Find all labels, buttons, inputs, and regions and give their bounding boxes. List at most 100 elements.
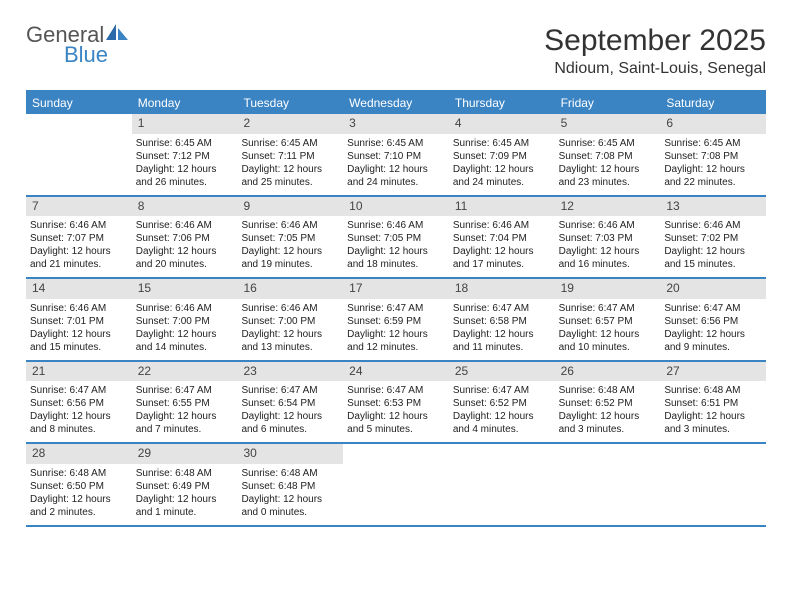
day-body: Sunrise: 6:46 AMSunset: 7:02 PMDaylight:… [660, 216, 766, 277]
day-daylight2: and 6 minutes. [241, 423, 339, 436]
day-daylight1: Daylight: 12 hours [241, 410, 339, 423]
day-cell: 16Sunrise: 6:46 AMSunset: 7:00 PMDayligh… [237, 279, 343, 360]
day-sunrise: Sunrise: 6:48 AM [559, 384, 657, 397]
calendar-page: General Blue September 2025 Ndioum, Sain… [0, 0, 792, 551]
day-cell: 3Sunrise: 6:45 AMSunset: 7:10 PMDaylight… [343, 114, 449, 195]
day-daylight2: and 2 minutes. [30, 506, 128, 519]
day-body: Sunrise: 6:47 AMSunset: 6:54 PMDaylight:… [237, 381, 343, 442]
day-sunset: Sunset: 7:05 PM [347, 232, 445, 245]
day-sunset: Sunset: 7:09 PM [453, 150, 551, 163]
day-cell: 29Sunrise: 6:48 AMSunset: 6:49 PMDayligh… [132, 444, 238, 525]
day-cell: 13Sunrise: 6:46 AMSunset: 7:02 PMDayligh… [660, 197, 766, 278]
day-sunrise: Sunrise: 6:47 AM [453, 384, 551, 397]
day-sunset: Sunset: 7:08 PM [559, 150, 657, 163]
day-daylight2: and 22 minutes. [664, 176, 762, 189]
day-header-row: Sunday Monday Tuesday Wednesday Thursday… [26, 92, 766, 114]
day-sunset: Sunset: 6:59 PM [347, 315, 445, 328]
day-cell: 21Sunrise: 6:47 AMSunset: 6:56 PMDayligh… [26, 362, 132, 443]
day-sunset: Sunset: 7:12 PM [136, 150, 234, 163]
day-cell: 24Sunrise: 6:47 AMSunset: 6:53 PMDayligh… [343, 362, 449, 443]
day-sunrise: Sunrise: 6:48 AM [136, 467, 234, 480]
day-sunset: Sunset: 6:53 PM [347, 397, 445, 410]
day-number: 23 [237, 362, 343, 382]
day-daylight2: and 10 minutes. [559, 341, 657, 354]
day-daylight2: and 7 minutes. [136, 423, 234, 436]
day-sunrise: Sunrise: 6:45 AM [559, 137, 657, 150]
day-daylight1: Daylight: 12 hours [453, 163, 551, 176]
day-daylight1: Daylight: 12 hours [664, 163, 762, 176]
day-cell: 15Sunrise: 6:46 AMSunset: 7:00 PMDayligh… [132, 279, 238, 360]
day-sunrise: Sunrise: 6:46 AM [241, 302, 339, 315]
day-sunset: Sunset: 6:52 PM [559, 397, 657, 410]
logo-sail-icon [106, 24, 128, 42]
day-sunset: Sunset: 7:07 PM [30, 232, 128, 245]
day-body: Sunrise: 6:47 AMSunset: 6:58 PMDaylight:… [449, 299, 555, 360]
day-body: Sunrise: 6:47 AMSunset: 6:59 PMDaylight:… [343, 299, 449, 360]
day-body: Sunrise: 6:47 AMSunset: 6:56 PMDaylight:… [660, 299, 766, 360]
day-sunrise: Sunrise: 6:48 AM [664, 384, 762, 397]
day-daylight2: and 3 minutes. [664, 423, 762, 436]
day-cell: 30Sunrise: 6:48 AMSunset: 6:48 PMDayligh… [237, 444, 343, 525]
day-header-sat: Saturday [660, 92, 766, 114]
day-number: 16 [237, 279, 343, 299]
day-body: Sunrise: 6:46 AMSunset: 7:00 PMDaylight:… [237, 299, 343, 360]
day-number: 7 [26, 197, 132, 217]
day-body: Sunrise: 6:48 AMSunset: 6:48 PMDaylight:… [237, 464, 343, 525]
day-sunrise: Sunrise: 6:45 AM [136, 137, 234, 150]
day-number: 3 [343, 114, 449, 134]
day-number: 12 [555, 197, 661, 217]
day-sunset: Sunset: 6:55 PM [136, 397, 234, 410]
day-sunset: Sunset: 7:06 PM [136, 232, 234, 245]
day-header-tue: Tuesday [237, 92, 343, 114]
day-sunrise: Sunrise: 6:45 AM [664, 137, 762, 150]
day-cell: 10Sunrise: 6:46 AMSunset: 7:05 PMDayligh… [343, 197, 449, 278]
day-sunrise: Sunrise: 6:46 AM [30, 219, 128, 232]
day-header-wed: Wednesday [343, 92, 449, 114]
day-sunrise: Sunrise: 6:47 AM [347, 384, 445, 397]
day-cell: 18Sunrise: 6:47 AMSunset: 6:58 PMDayligh… [449, 279, 555, 360]
day-cell: 7Sunrise: 6:46 AMSunset: 7:07 PMDaylight… [26, 197, 132, 278]
day-sunrise: Sunrise: 6:47 AM [347, 302, 445, 315]
day-sunset: Sunset: 7:01 PM [30, 315, 128, 328]
day-cell: 28Sunrise: 6:48 AMSunset: 6:50 PMDayligh… [26, 444, 132, 525]
day-daylight1: Daylight: 12 hours [241, 163, 339, 176]
day-cell: 9Sunrise: 6:46 AMSunset: 7:05 PMDaylight… [237, 197, 343, 278]
month-title: September 2025 [544, 24, 766, 58]
day-number: 6 [660, 114, 766, 134]
day-number: 28 [26, 444, 132, 464]
day-number: 20 [660, 279, 766, 299]
day-daylight2: and 5 minutes. [347, 423, 445, 436]
day-daylight1: Daylight: 12 hours [453, 410, 551, 423]
day-number: 29 [132, 444, 238, 464]
day-sunrise: Sunrise: 6:45 AM [347, 137, 445, 150]
day-body: Sunrise: 6:45 AMSunset: 7:09 PMDaylight:… [449, 134, 555, 195]
day-number: 10 [343, 197, 449, 217]
day-number: 8 [132, 197, 238, 217]
day-sunset: Sunset: 6:56 PM [664, 315, 762, 328]
day-body: Sunrise: 6:46 AMSunset: 7:06 PMDaylight:… [132, 216, 238, 277]
logo: General Blue [26, 24, 128, 66]
location-text: Ndioum, Saint-Louis, Senegal [544, 60, 766, 78]
day-body: Sunrise: 6:46 AMSunset: 7:00 PMDaylight:… [132, 299, 238, 360]
day-cell: 14Sunrise: 6:46 AMSunset: 7:01 PMDayligh… [26, 279, 132, 360]
day-header-fri: Friday [555, 92, 661, 114]
day-number: 27 [660, 362, 766, 382]
day-body: Sunrise: 6:45 AMSunset: 7:08 PMDaylight:… [555, 134, 661, 195]
day-body: Sunrise: 6:46 AMSunset: 7:05 PMDaylight:… [237, 216, 343, 277]
day-sunset: Sunset: 7:03 PM [559, 232, 657, 245]
day-daylight1: Daylight: 12 hours [559, 163, 657, 176]
day-body: Sunrise: 6:47 AMSunset: 6:57 PMDaylight:… [555, 299, 661, 360]
day-number: 5 [555, 114, 661, 134]
day-sunset: Sunset: 6:58 PM [453, 315, 551, 328]
day-body: Sunrise: 6:47 AMSunset: 6:53 PMDaylight:… [343, 381, 449, 442]
day-cell: 2Sunrise: 6:45 AMSunset: 7:11 PMDaylight… [237, 114, 343, 195]
day-sunset: Sunset: 6:48 PM [241, 480, 339, 493]
day-sunrise: Sunrise: 6:46 AM [453, 219, 551, 232]
day-daylight1: Daylight: 12 hours [664, 328, 762, 341]
day-sunrise: Sunrise: 6:47 AM [30, 384, 128, 397]
day-sunrise: Sunrise: 6:48 AM [30, 467, 128, 480]
day-sunrise: Sunrise: 6:46 AM [136, 219, 234, 232]
day-daylight2: and 11 minutes. [453, 341, 551, 354]
day-number: 4 [449, 114, 555, 134]
day-sunset: Sunset: 7:02 PM [664, 232, 762, 245]
